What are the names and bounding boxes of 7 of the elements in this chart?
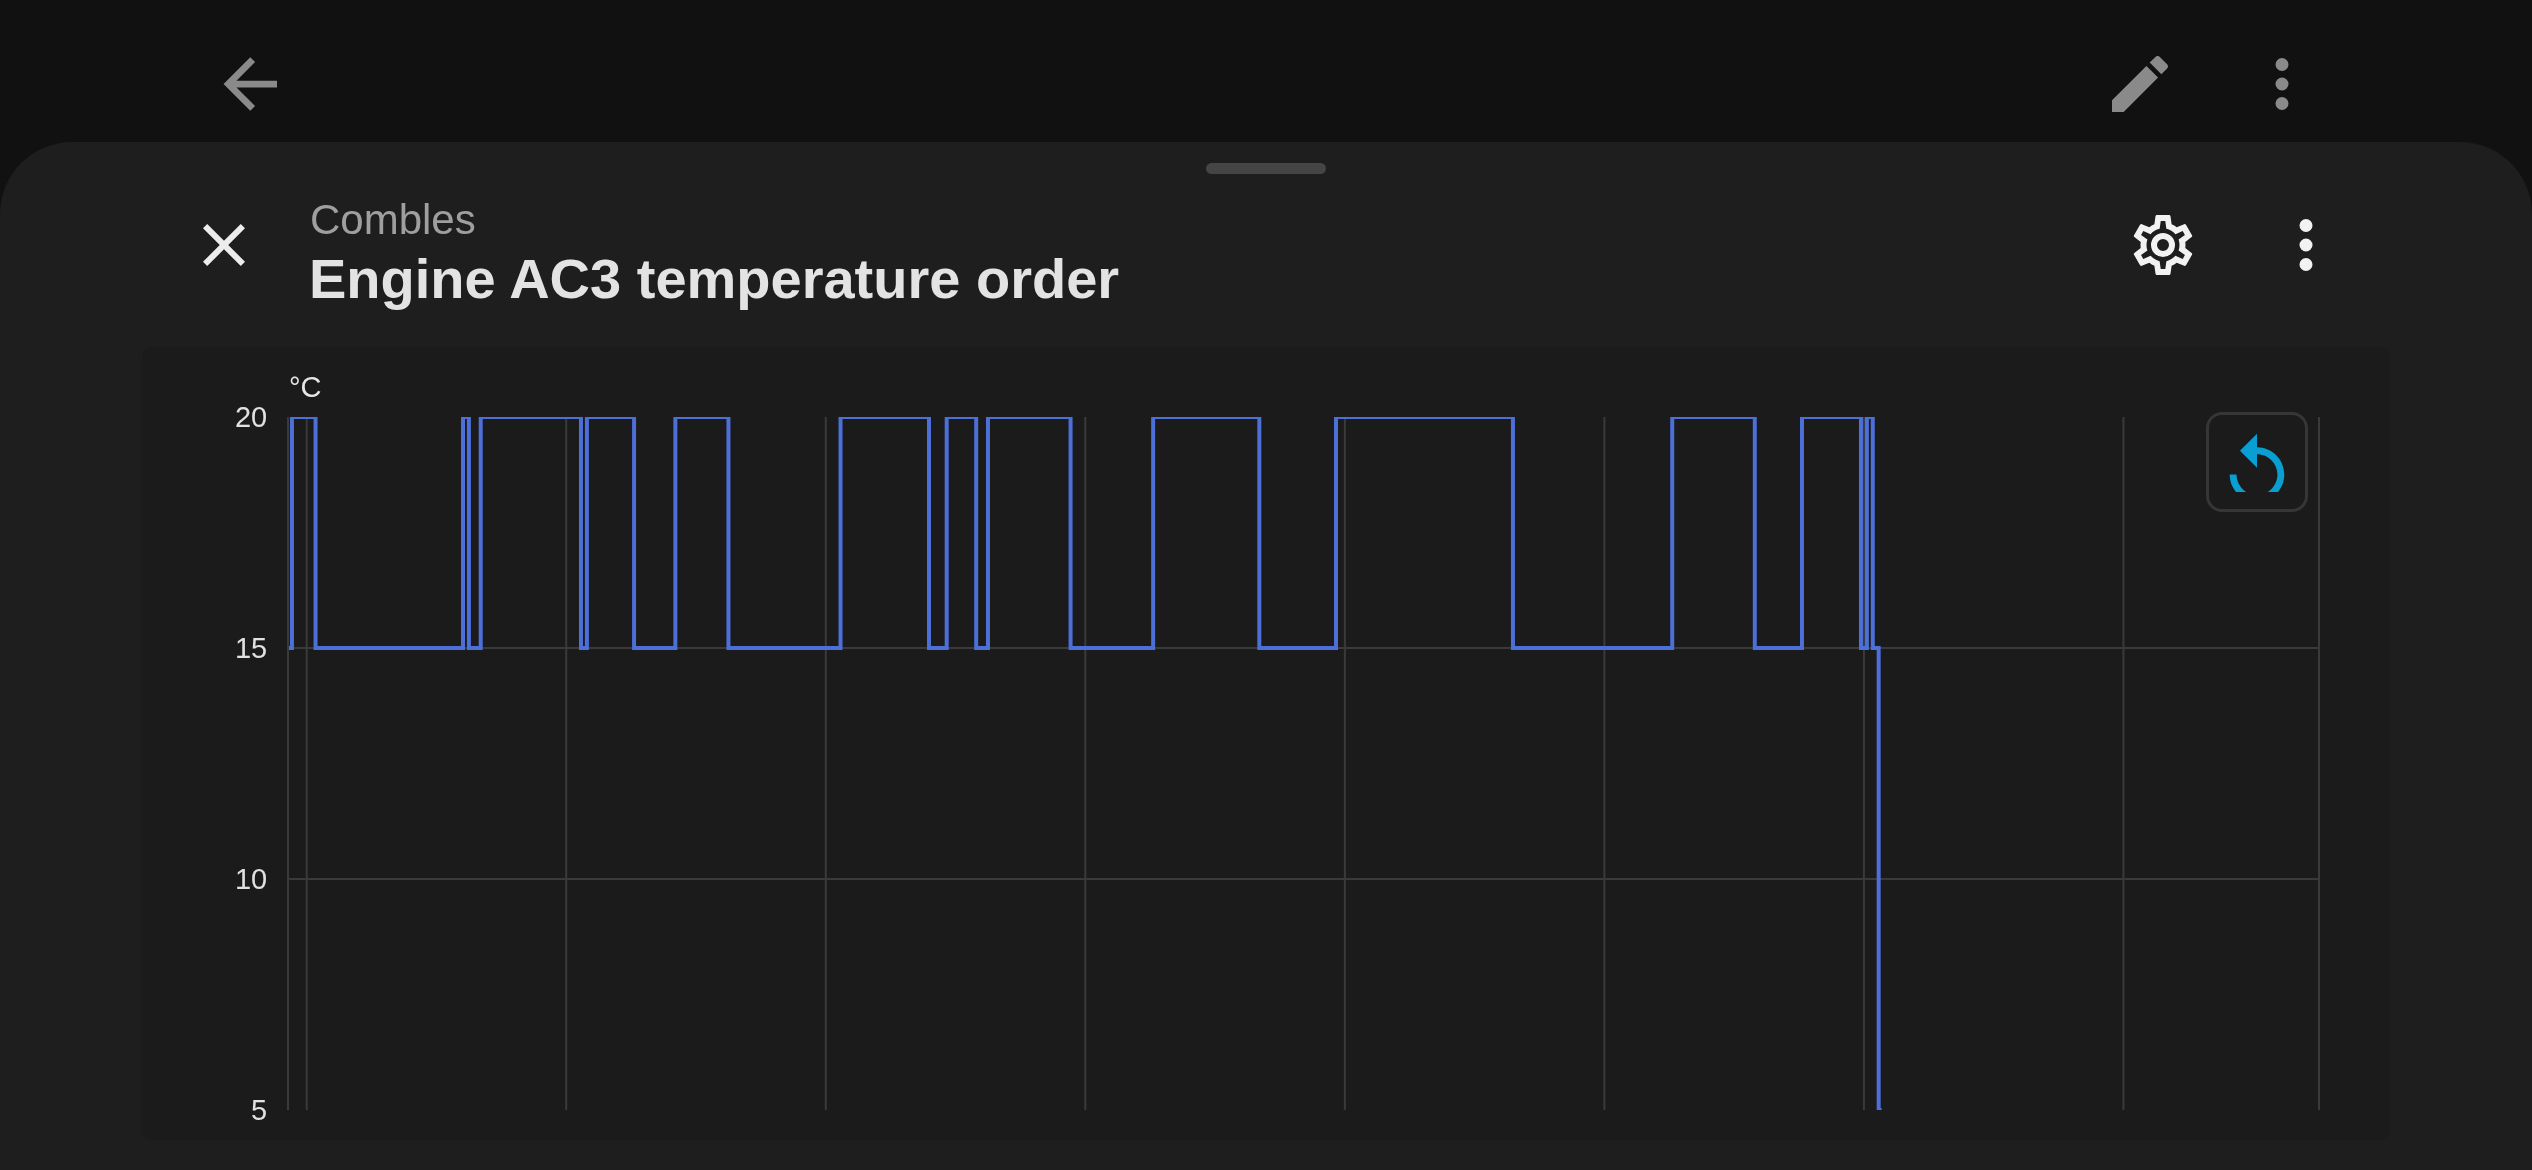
chart-title: Engine AC3 temperature order <box>309 246 1120 312</box>
y-tick-label: 20 <box>234 401 268 434</box>
y-tick-label: 10 <box>234 863 268 896</box>
y-axis-title: °C <box>289 371 322 403</box>
y-tick-label: 15 <box>234 632 268 665</box>
y-tick-label: 5 <box>251 1094 268 1127</box>
chart-subtitle: Combles <box>310 195 476 245</box>
